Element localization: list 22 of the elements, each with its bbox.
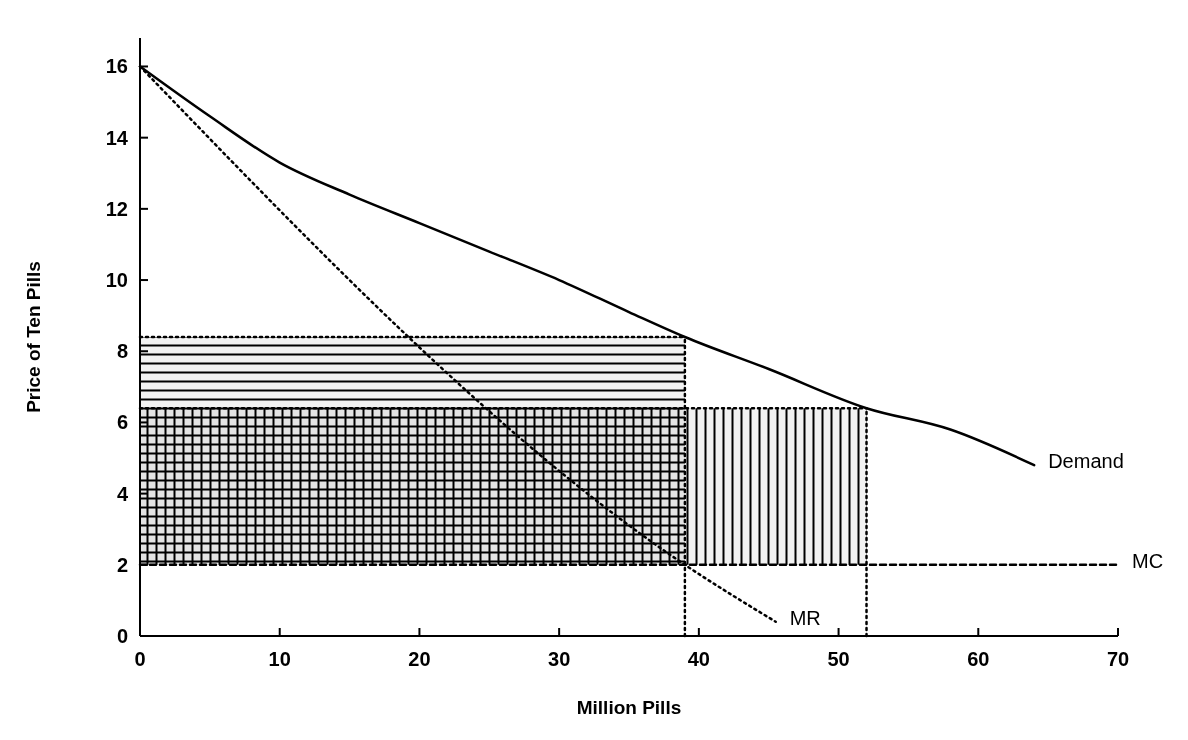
y-tick-label: 8: [116, 340, 128, 363]
y-tick-label: 4: [116, 482, 129, 505]
x-tick-label: 50: [827, 648, 850, 670]
x-axis-title: Million Pills: [576, 697, 682, 718]
x-tick-label: 0: [134, 648, 146, 670]
series-label: MR: [789, 606, 821, 629]
y-tick-label: 10: [105, 269, 128, 292]
x-tick-label: 10: [268, 648, 291, 670]
x-tick-label: 20: [408, 648, 431, 670]
y-tick-label: 6: [116, 411, 128, 434]
y-tick-label: 2: [116, 553, 128, 576]
y-tick-label: 14: [105, 126, 129, 149]
x-tick-label: 40: [687, 648, 710, 670]
series-label: Demand: [1048, 450, 1124, 473]
x-tick-label: 30: [548, 648, 571, 670]
x-tick-label: 70: [1106, 648, 1130, 670]
y-axis-title: Price of Ten Pills: [23, 261, 44, 413]
y-tick-label: 16: [105, 55, 128, 78]
series-label: MC: [1132, 549, 1164, 572]
y-tick-label: 12: [105, 197, 128, 220]
x-tick-label: 60: [967, 648, 990, 670]
y-tick-label: 0: [116, 625, 128, 647]
